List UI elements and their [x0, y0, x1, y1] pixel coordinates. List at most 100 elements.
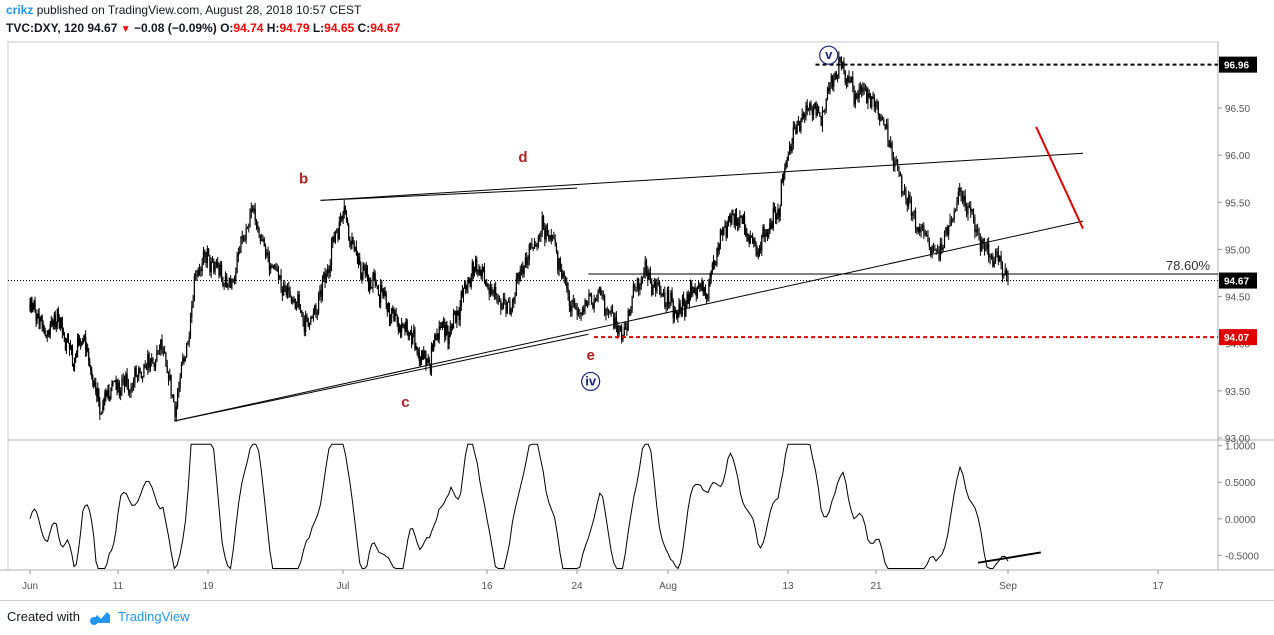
candle-body	[426, 363, 428, 366]
candle-body	[375, 281, 377, 287]
candle-body	[323, 272, 325, 279]
candle-body	[102, 405, 104, 412]
candle-body	[673, 311, 675, 319]
osc-tick-label: -0.5000	[1225, 551, 1259, 562]
candle-body	[484, 280, 487, 286]
candle-body	[681, 297, 684, 313]
candle-body	[467, 280, 469, 288]
candle-body	[498, 300, 501, 302]
candle-body	[339, 216, 342, 222]
candle-body	[775, 209, 777, 220]
candle-body	[518, 273, 520, 281]
candle-body	[153, 363, 155, 368]
candle-body	[960, 188, 962, 197]
candle-body	[438, 326, 440, 340]
candle-body	[404, 324, 406, 332]
candle-body	[378, 294, 381, 304]
candle-body	[952, 219, 954, 222]
candle-body	[315, 305, 317, 315]
osc-tick-label: 0.5000	[1225, 478, 1256, 489]
candle-body	[854, 93, 856, 105]
candle-body	[134, 367, 136, 384]
oscillator-line	[29, 443, 1009, 570]
candle-body	[732, 214, 734, 216]
candle-body	[849, 80, 851, 82]
candle-body	[455, 310, 457, 323]
candle-body	[370, 280, 372, 289]
candle-body	[95, 382, 97, 393]
candle-body	[666, 290, 669, 306]
candle-body	[514, 295, 516, 299]
candle-body	[206, 248, 208, 264]
candle-body	[349, 236, 351, 242]
trend-drawings[interactable]	[174, 126, 1084, 422]
candle-body	[344, 206, 346, 212]
candle-body	[208, 248, 210, 255]
candle-body	[434, 334, 436, 341]
price-levels[interactable]: 78.60% 96.96 94.07 94.67	[8, 56, 1257, 346]
candle-body	[557, 251, 559, 271]
candle-body	[531, 243, 533, 248]
candle-body	[372, 275, 374, 288]
candle-body	[602, 295, 604, 297]
candle-body	[441, 321, 444, 328]
candle-body	[259, 234, 261, 241]
candle-body	[29, 304, 31, 310]
candle-body	[888, 141, 890, 148]
candle-body	[765, 233, 767, 237]
candle-body	[753, 239, 755, 243]
candle-body	[670, 292, 672, 304]
candle-body	[963, 195, 965, 202]
time-tick-label: 13	[782, 581, 794, 592]
candle-body	[634, 283, 636, 288]
candle-body	[576, 309, 578, 315]
candle-body	[662, 292, 665, 295]
candle-body	[975, 229, 977, 233]
candle-body	[131, 387, 133, 390]
candle-body	[151, 357, 153, 362]
wave-label-c: c	[401, 394, 409, 411]
candle-body	[536, 245, 538, 247]
candle-body	[428, 359, 430, 365]
candle-body	[703, 288, 705, 293]
candle-body	[116, 384, 118, 389]
candle-body	[46, 334, 48, 336]
candle-body	[380, 284, 382, 304]
symbol-label: TVC:DXY, 120	[6, 21, 85, 35]
candle-body	[945, 227, 947, 232]
tradingview-link[interactable]: TradingView	[118, 609, 190, 624]
candle-body	[423, 350, 425, 359]
candle-body	[869, 97, 872, 108]
candle-body	[91, 370, 93, 377]
candle-body	[505, 300, 507, 314]
candle-body	[597, 289, 599, 299]
price-chart[interactable]: 93.00 93.50 94.00 94.50 95.00 95.50 96.00 96.50…	[0, 0, 1274, 600]
candle-body	[193, 275, 195, 302]
candle-body	[977, 229, 979, 231]
candle-body	[454, 310, 456, 312]
candle-body	[483, 269, 486, 281]
oscillator-divergence-line	[977, 551, 1041, 564]
candle-body	[217, 262, 219, 267]
candle-body	[350, 241, 352, 246]
candle-body	[876, 101, 878, 104]
candle-body	[575, 305, 577, 310]
candle-body	[469, 280, 471, 288]
candle-body	[880, 117, 882, 122]
candle-body	[414, 329, 416, 349]
candle-body	[877, 101, 879, 115]
candle-body	[529, 243, 532, 245]
candle-body	[883, 119, 885, 125]
candle-body	[88, 351, 90, 361]
author-name[interactable]: crikz	[6, 3, 34, 17]
candle-body	[443, 321, 445, 325]
candle-body	[726, 225, 728, 238]
tradingview-logo-icon[interactable]	[88, 609, 112, 625]
candle-body	[691, 282, 693, 293]
symbol-line: TVC:DXY, 120 94.67 ▼ −0.08 (−0.09%) O:94…	[6, 21, 400, 35]
candle-body	[459, 306, 461, 320]
open-value: 94.74	[233, 21, 264, 35]
candle-body	[261, 239, 263, 241]
candle-body	[266, 252, 268, 256]
candle-body	[937, 250, 939, 251]
